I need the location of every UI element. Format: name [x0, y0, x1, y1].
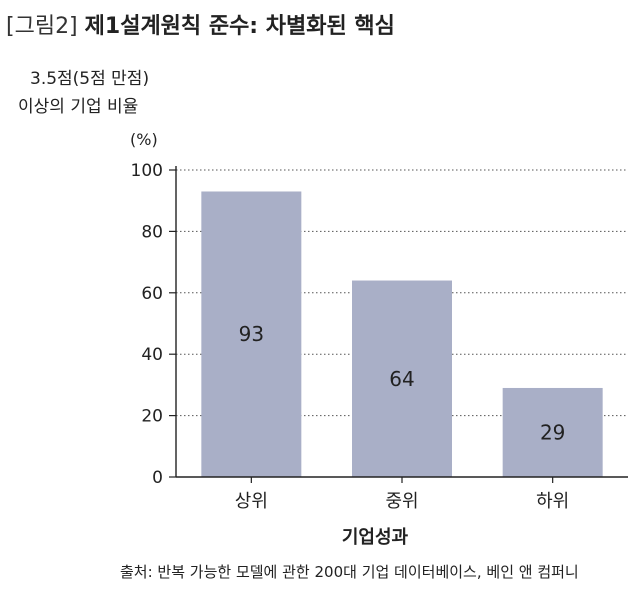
y-tick-label: 40 — [141, 345, 163, 365]
chart-title: [그림2] 제1설계원칙 준수: 차별화된 핵심 — [6, 8, 395, 40]
y-axis-label-line-1: 3.5점(5점 만점) — [30, 69, 150, 89]
y-tick-label: 80 — [141, 222, 163, 242]
bar — [201, 191, 302, 478]
bar-value-label: 93 — [239, 322, 264, 346]
x-tick-label: 하위 — [536, 491, 569, 512]
bar — [502, 387, 603, 477]
source-note: 출처: 반복 가능한 모델에 관한 200대 기업 데이터베이스, 베인 앤 컴… — [120, 563, 579, 581]
bar-value-label: 29 — [540, 420, 565, 444]
bar — [352, 280, 452, 477]
x-tick-label: 중위 — [385, 491, 418, 512]
y-tick-label: 20 — [141, 407, 163, 427]
y-axis-label-line-2: 이상의 기업 비율 — [18, 97, 139, 117]
title-text: 제1설계원칙 준수: 차별화된 핵심 — [84, 14, 395, 39]
figure-number: [그림2] — [6, 14, 78, 39]
x-tick-label: 상위 — [235, 491, 268, 512]
y-tick-label: 0 — [152, 468, 163, 488]
y-axis-unit: (%) — [130, 130, 158, 149]
x-axis-label: 기업성과 — [341, 527, 409, 548]
bar-value-label: 64 — [389, 367, 414, 391]
y-tick-label: 60 — [141, 284, 163, 304]
y-tick-label: 100 — [131, 161, 163, 181]
